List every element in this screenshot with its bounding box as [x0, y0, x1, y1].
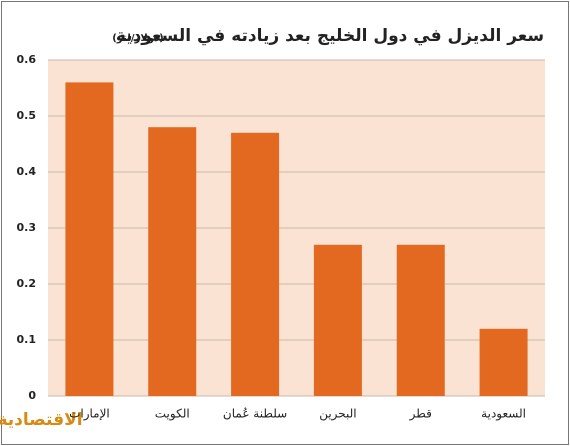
x-tick-label: الإمارات: [69, 407, 110, 422]
x-tick-label: سلطنة عُمان: [223, 407, 287, 421]
y-tick-label: 0.6: [17, 53, 37, 66]
y-tick-label: 0.4: [17, 165, 37, 178]
y-tick-label: 0.1: [17, 333, 37, 346]
bar: [396, 244, 445, 396]
bar: [231, 132, 280, 397]
chart-subtitle: (دولار/لتر): [112, 33, 163, 44]
y-tick-label: 0.5: [17, 109, 37, 122]
x-tick-label: السعودية: [481, 407, 526, 422]
bar: [148, 127, 197, 396]
source-logo: الاقتصادية: [0, 410, 83, 430]
x-tick-label: البحرين: [319, 407, 356, 422]
y-tick-label: 0.3: [17, 221, 37, 234]
x-tick-label: قطر: [409, 407, 432, 422]
chart-title: سعر الديزل في دول الخليج بعد زيادته في ا…: [116, 26, 544, 46]
bar: [65, 82, 114, 397]
y-tick-label: 0.2: [17, 277, 37, 290]
x-tick-label: الكويت: [155, 407, 190, 422]
bar: [479, 328, 528, 396]
y-tick-label: 0: [28, 389, 36, 402]
bar: [313, 244, 362, 396]
